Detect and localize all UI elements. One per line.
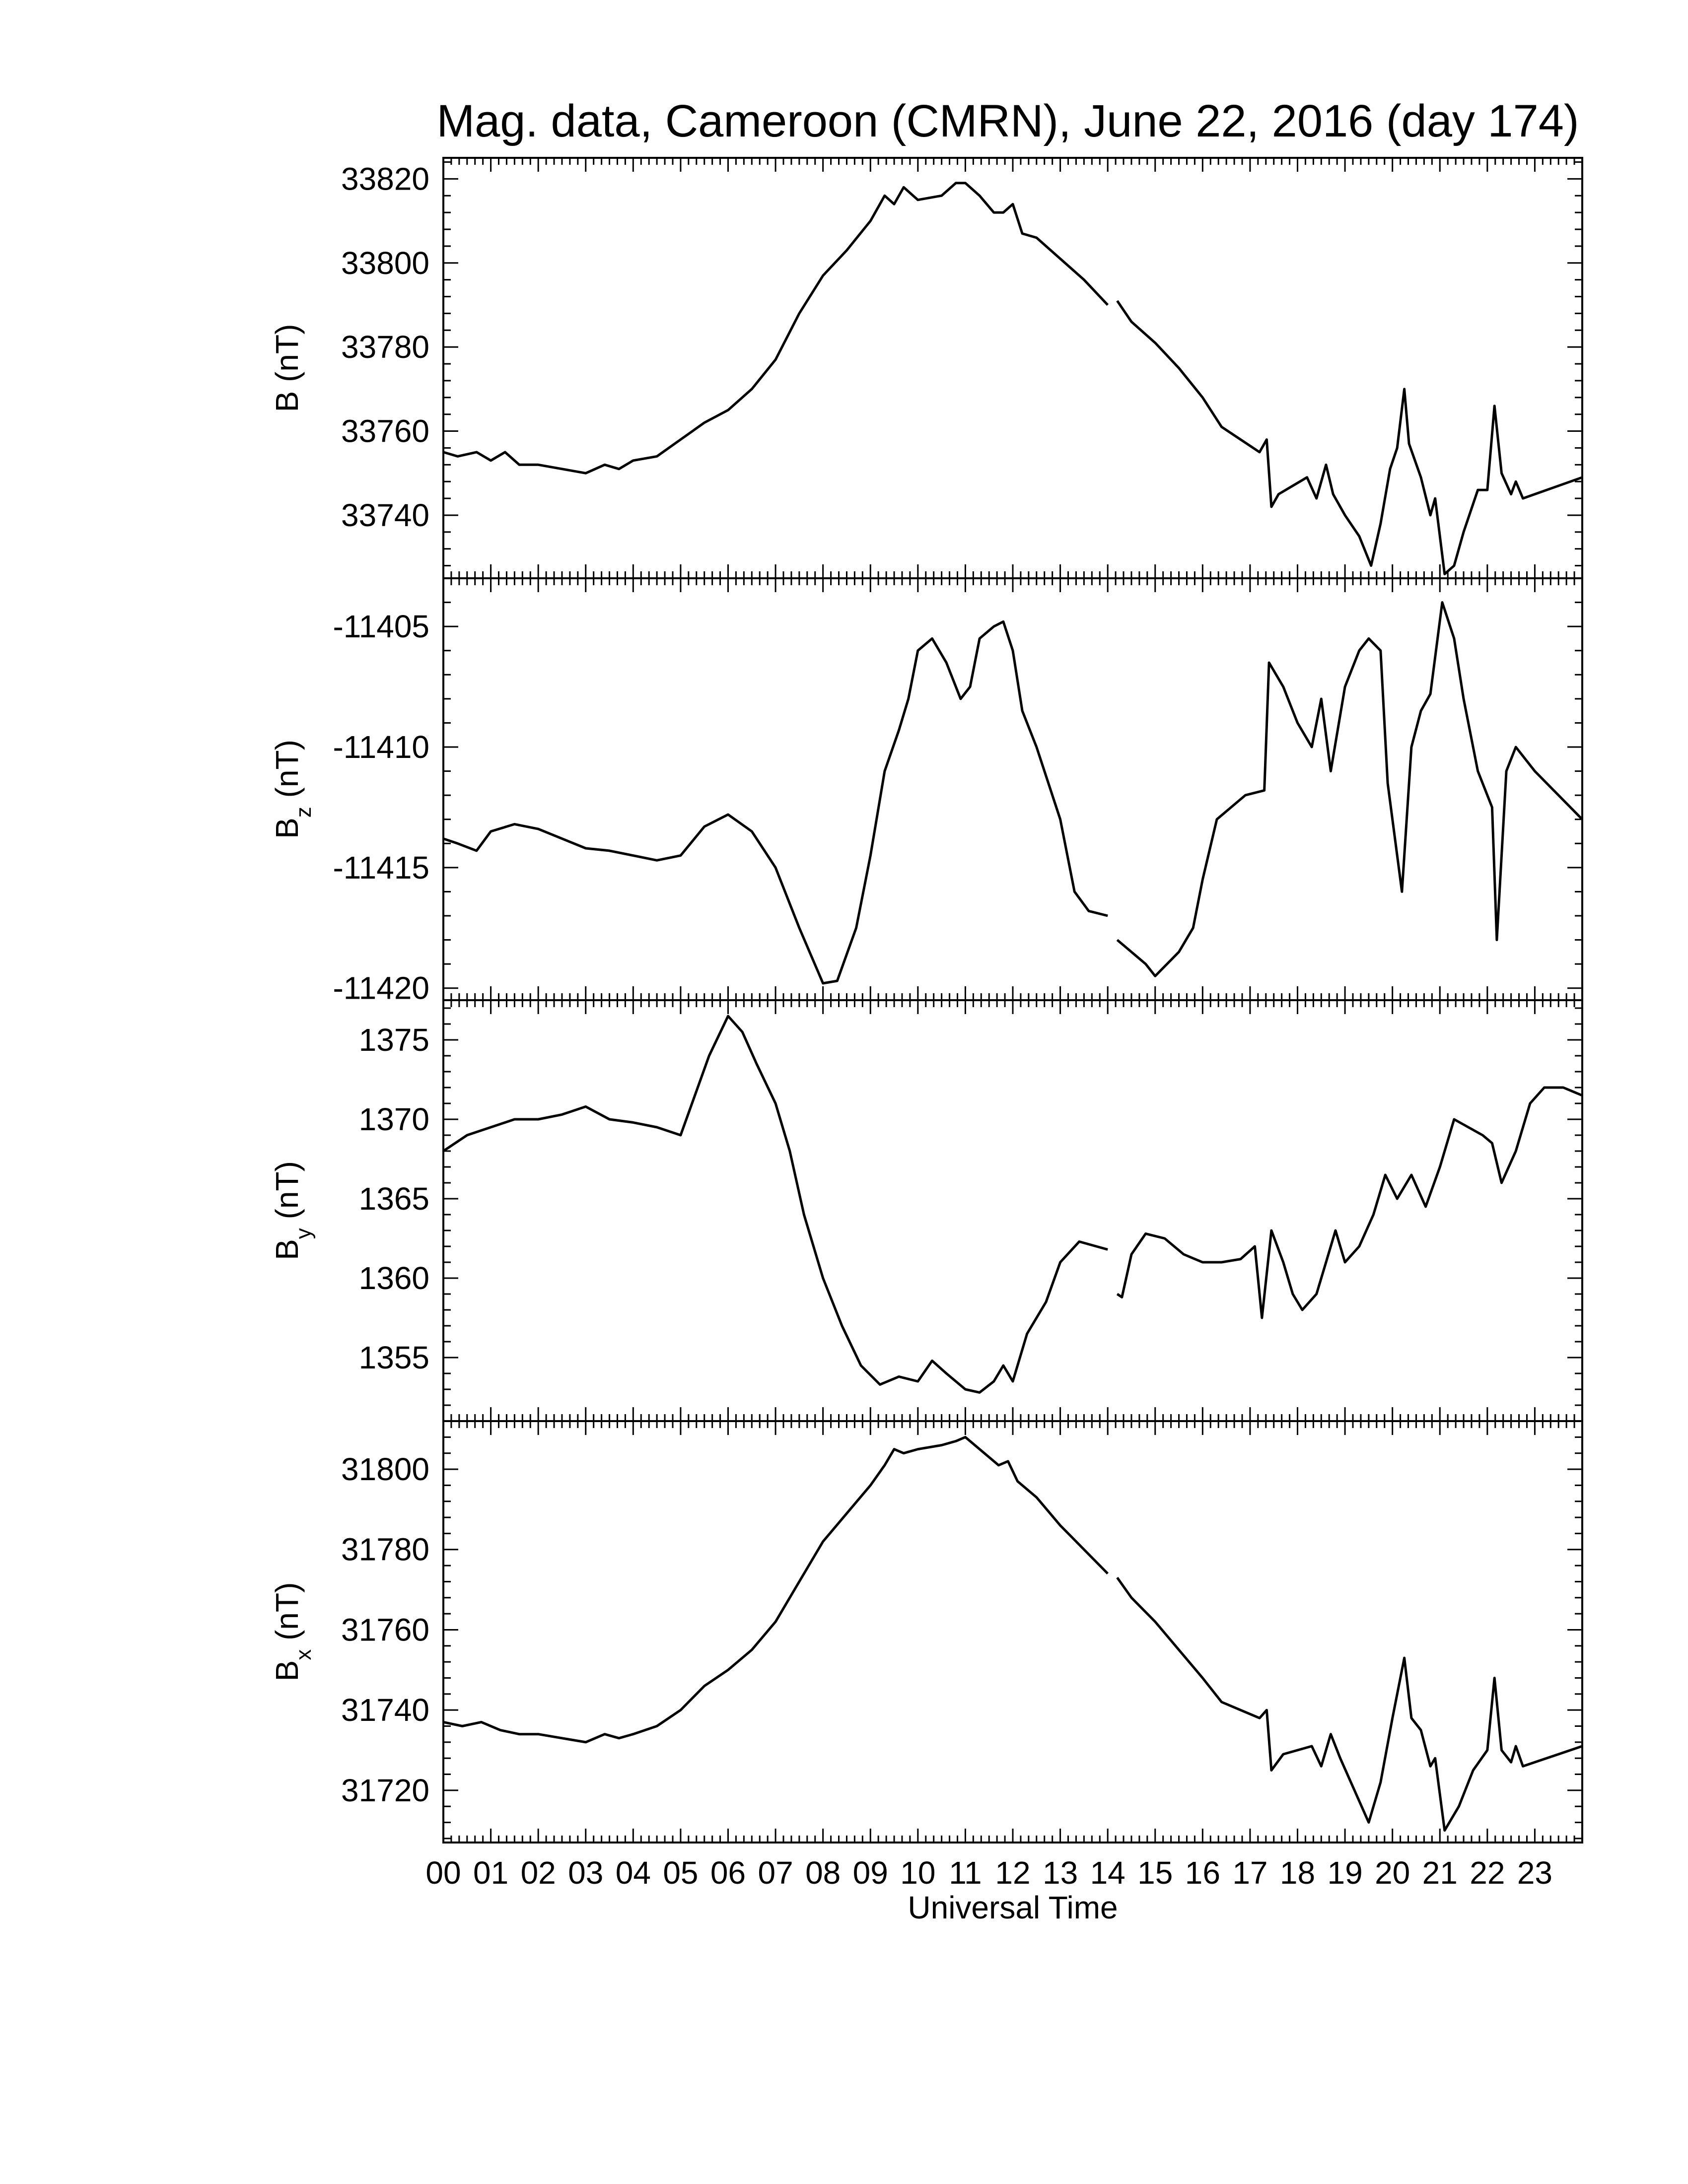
y-tick-label: 33740: [341, 497, 429, 533]
y-tick-label: 31800: [341, 1451, 429, 1487]
x-tick-label: 15: [1137, 1855, 1173, 1891]
y-tick-label: -11410: [333, 729, 429, 765]
y-tick-label: 33760: [341, 413, 429, 449]
y-tick-label: -11420: [333, 970, 429, 1006]
chart-title: Mag. data, Cameroon (CMRN), June 22, 201…: [436, 96, 1579, 146]
x-tick-label: 22: [1470, 1855, 1505, 1891]
y-tick-label: 33820: [341, 161, 429, 197]
y-axis-label-Bz: Bz (nT): [269, 740, 316, 839]
panel-By: 1355 1360 1365 1370 1375 By (nT): [269, 999, 1583, 1422]
x-tick-label: 03: [568, 1855, 603, 1891]
y-axis-label-By: By (nT): [269, 1161, 316, 1260]
x-tick-label: 07: [758, 1855, 793, 1891]
x-tick-label: 11: [949, 1855, 982, 1891]
x-tick-label: 18: [1280, 1855, 1315, 1891]
series-line-By-0: [442, 1015, 1108, 1394]
y-tick-label: 31780: [341, 1532, 429, 1568]
x-tick-label: 09: [853, 1855, 888, 1891]
y-tick-label: 31740: [341, 1692, 429, 1728]
x-tick-label: 14: [1090, 1855, 1125, 1891]
x-tick-label: 00: [425, 1855, 461, 1891]
y-axis-label-Bx: Bx (nT): [269, 1582, 316, 1682]
x-tick-label: 01: [473, 1855, 508, 1891]
y-tick-label: 31720: [341, 1773, 429, 1808]
panel-Bz: -11420 -11415 -11410 -11405 Bz (nT): [269, 577, 1583, 1006]
x-tick-labels: 00 01 02 03 04 05 06 07 08 09 10 11 12 13 14 15 16 17 18 19…: [425, 1855, 1552, 1891]
y-tick-label: 1370: [359, 1101, 429, 1137]
panel-frame-By: [442, 999, 1583, 1422]
x-tick-label: 20: [1375, 1855, 1410, 1891]
series-line-B-1: [1116, 300, 1583, 575]
y-tick-label: 1360: [359, 1260, 429, 1296]
y-tick-label: -11405: [333, 609, 429, 644]
y-tick-label: -11415: [333, 850, 429, 886]
y-tick-label: 31760: [341, 1612, 429, 1647]
series-line-By-1: [1116, 1086, 1583, 1319]
x-tick-label: 17: [1232, 1855, 1267, 1891]
x-axis-label: Universal Time: [908, 1890, 1118, 1925]
series-line-Bz-0: [443, 620, 1108, 985]
panel-frame-Bz: [442, 577, 1583, 1001]
x-tick-label: 12: [995, 1855, 1030, 1891]
x-tick-label: 10: [900, 1855, 935, 1891]
x-tick-label: 13: [1043, 1855, 1078, 1891]
y-tick-label: 1355: [359, 1340, 429, 1375]
x-tick-label: 23: [1517, 1855, 1552, 1891]
x-tick-label: 05: [663, 1855, 698, 1891]
series-line-B-0: [443, 182, 1109, 475]
panel-B: 33740 33760 33780 33800 33820 B (nT): [269, 157, 1583, 579]
series-line-Bz-1: [1116, 601, 1583, 977]
x-tick-label: 08: [805, 1855, 841, 1891]
panel-frame-Bx: [442, 1420, 1583, 1843]
y-axis-label-B: B (nT): [269, 324, 305, 412]
y-tick-label: 1365: [359, 1181, 429, 1217]
x-tick-label: 02: [521, 1855, 556, 1891]
x-tick-label: 19: [1327, 1855, 1362, 1891]
series-line-Bx-1: [1116, 1576, 1583, 1832]
series-line-Bx-0: [443, 1435, 1109, 1744]
panel-frame-B: [442, 157, 1583, 579]
x-tick-label: 16: [1185, 1855, 1220, 1891]
x-tick-label: 06: [710, 1855, 746, 1891]
x-tick-label: 04: [616, 1855, 651, 1891]
y-tick-label: 1375: [359, 1022, 429, 1058]
y-tick-label: 33780: [341, 329, 429, 365]
y-tick-label: 33800: [341, 245, 429, 281]
panel-Bx: 31720 31740 31760 31780 31800 Bx (nT): [269, 1420, 1583, 1843]
x-tick-label: 21: [1422, 1855, 1458, 1891]
